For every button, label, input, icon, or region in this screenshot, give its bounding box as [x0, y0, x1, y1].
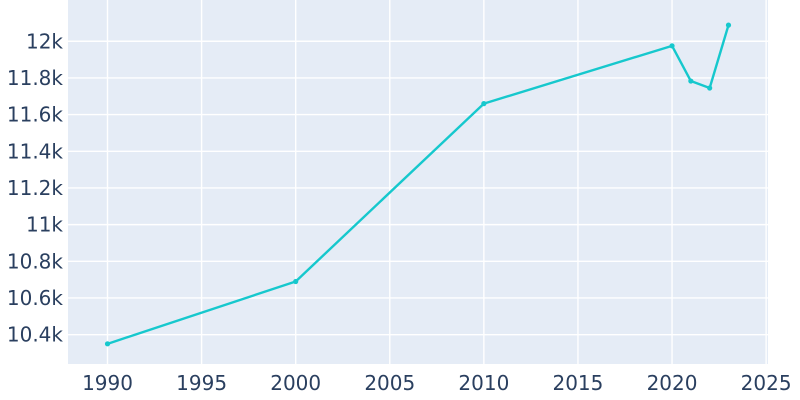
y-tick-label: 11.4k	[7, 139, 64, 163]
x-tick-label: 2015	[552, 371, 603, 395]
y-tick-label: 10.4k	[7, 323, 64, 347]
data-point	[293, 278, 299, 285]
y-tick-label: 10.8k	[7, 249, 64, 273]
y-tick-label: 10.6k	[7, 286, 64, 310]
data-point	[725, 22, 732, 28]
x-tick-label: 2000	[270, 371, 321, 395]
y-tick-label: 11k	[26, 213, 63, 237]
y-tick-label: 11.8k	[7, 66, 64, 90]
y-tick-label: 12k	[26, 29, 63, 53]
data-point	[707, 85, 713, 91]
data-point	[688, 78, 694, 84]
x-tick-label: 2020	[647, 371, 698, 395]
x-tick-label: 1990	[82, 371, 133, 395]
data-point	[104, 341, 111, 347]
x-tick-label: 2005	[364, 371, 415, 395]
x-tick-label: 1995	[176, 371, 227, 395]
x-tick-label: 2010	[458, 371, 509, 395]
plot-area	[68, 0, 768, 364]
data-point	[481, 101, 487, 107]
y-tick-label: 11.6k	[7, 103, 64, 127]
data-point	[669, 43, 675, 49]
y-tick-label: 11.2k	[7, 176, 64, 200]
x-tick-label: 2025	[741, 371, 792, 395]
